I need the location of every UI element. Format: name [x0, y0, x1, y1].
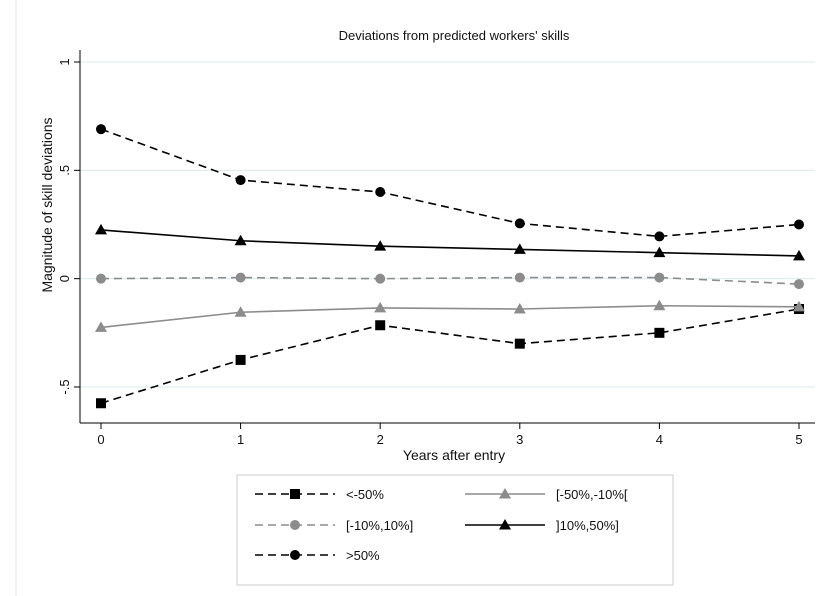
data-point: [234, 234, 247, 246]
series-line: [100, 304, 800, 329]
data-point: [234, 306, 247, 317]
data-point: [375, 273, 386, 284]
data-point: [793, 249, 805, 261]
x-axis-title: Years after entry: [403, 447, 505, 463]
data-point: [290, 520, 300, 530]
y-tick-label: 0: [57, 275, 72, 282]
series-line: [100, 128, 800, 238]
legend-label: <-50%: [346, 487, 384, 502]
data-point: [654, 272, 665, 283]
data-point: [235, 272, 246, 283]
data-point: [653, 299, 666, 311]
y-axis-title: Magnitude of skill deviations: [39, 117, 55, 292]
data-point: [653, 246, 666, 258]
x-tick-label: 2: [377, 432, 384, 447]
series: [96, 124, 804, 242]
data-point: [235, 175, 246, 186]
series: [95, 223, 805, 261]
x-tick-label: 5: [795, 432, 802, 447]
y-tick-label: -.5: [57, 379, 72, 394]
data-point: [499, 519, 511, 530]
data-point: [95, 321, 107, 332]
data-point: [513, 243, 526, 254]
data-point: [96, 273, 106, 284]
data-point: [793, 300, 805, 312]
data-point: [290, 550, 300, 560]
data-point: [499, 488, 511, 499]
data-point: [794, 219, 804, 230]
legend-label: ]10%,50%]: [556, 518, 619, 533]
y-tick-label: .5: [57, 165, 72, 176]
series: [95, 299, 805, 332]
data-point: [375, 187, 386, 197]
data-point: [654, 327, 665, 338]
legend-item: [-10%,10%]: [255, 518, 413, 533]
legend-item: ]10%,50%]: [465, 518, 619, 533]
data-point: [374, 301, 387, 313]
legend-item: [-50%,-10%[: [465, 487, 628, 502]
data-point: [235, 354, 246, 365]
series-line: [100, 308, 800, 405]
x-tick-label: 3: [516, 432, 523, 447]
series-line: [100, 229, 800, 257]
data-point: [654, 231, 665, 242]
x-tick-label: 4: [656, 432, 663, 447]
legend-label: [-50%,-10%[: [556, 487, 628, 502]
legend-label: [-10%,10%]: [346, 518, 413, 533]
legend-item: <-50%: [255, 487, 384, 502]
data-point: [514, 338, 525, 349]
data-point: [290, 489, 300, 499]
data-point: [794, 279, 804, 290]
data-point: [96, 398, 106, 409]
legend-label: >50%: [346, 548, 380, 563]
data-point: [514, 272, 525, 283]
chart-title: Deviations from predicted workers' skill…: [339, 28, 570, 43]
legend-item: >50%: [255, 548, 380, 563]
x-tick-label: 0: [97, 432, 104, 447]
data-point: [96, 124, 106, 135]
data-point: [514, 218, 525, 229]
data-point: [374, 240, 387, 251]
series: [96, 272, 804, 290]
data-point: [513, 303, 526, 314]
data-point: [375, 320, 386, 331]
legend: <-50% [-50%,-10%[ [-10%,10%] ]10%,50%] >50%: [255, 487, 628, 563]
data-point: [95, 223, 107, 235]
plot-area: -.5 0 .5 1 0 1 2 3 4 5: [57, 50, 815, 447]
y-tick-label: 1: [57, 58, 72, 65]
x-tick-label: 1: [237, 432, 244, 447]
